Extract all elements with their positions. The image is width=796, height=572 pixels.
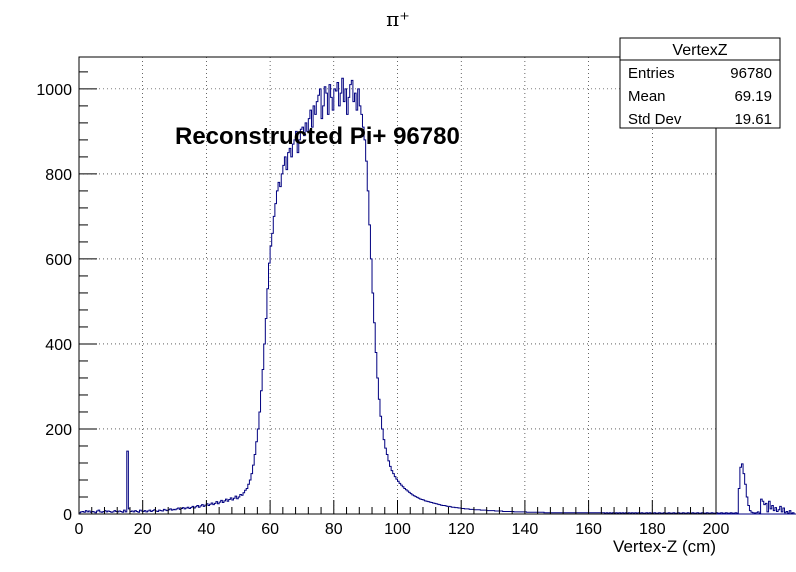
- stats-label-stddev: Std Dev: [628, 111, 682, 128]
- x-tick-label: 120: [448, 521, 475, 538]
- chart-title: π⁺: [386, 7, 410, 31]
- y-tick-label: 0: [63, 507, 72, 524]
- x-tick-label: 20: [134, 521, 152, 538]
- x-axis-label: Vertex-Z (cm): [613, 537, 716, 556]
- x-tick-label: 0: [75, 521, 84, 538]
- y-tick-label: 600: [45, 252, 72, 269]
- stats-box: VertexZ Entries 96780 Mean 69.19 Std Dev…: [619, 37, 781, 129]
- histogram-series: [78, 77, 796, 515]
- x-tick-label: 60: [261, 521, 279, 538]
- x-tick-label: 200: [703, 521, 730, 538]
- x-tick-label: 100: [384, 521, 411, 538]
- histogram-line: [78, 77, 796, 515]
- y-tick-label: 400: [45, 337, 72, 354]
- stats-title: VertexZ: [672, 42, 727, 59]
- stats-value-mean: 69.19: [734, 88, 772, 105]
- chart-annotation: Reconstructed Pi+ 96780: [175, 123, 460, 150]
- stats-value-stddev: 19.61: [734, 111, 772, 128]
- y-tick-label: 1000: [36, 82, 72, 99]
- x-axis-ticks: 0 20 40 60 80 100 120 140 160 180 200: [75, 500, 730, 538]
- x-tick-label: 180: [639, 521, 666, 538]
- grid-lines: [79, 57, 716, 514]
- y-tick-label: 800: [45, 167, 72, 184]
- x-tick-label: 140: [512, 521, 539, 538]
- stats-label-entries: Entries: [628, 65, 675, 82]
- y-axis-ticks: 0 200 400 600 800 1000: [36, 71, 97, 524]
- stats-value-entries: 96780: [730, 65, 772, 82]
- stats-label-mean: Mean: [628, 88, 666, 105]
- x-tick-label: 40: [198, 521, 216, 538]
- y-tick-label: 200: [45, 422, 72, 439]
- x-tick-label: 160: [575, 521, 602, 538]
- x-tick-label: 80: [325, 521, 343, 538]
